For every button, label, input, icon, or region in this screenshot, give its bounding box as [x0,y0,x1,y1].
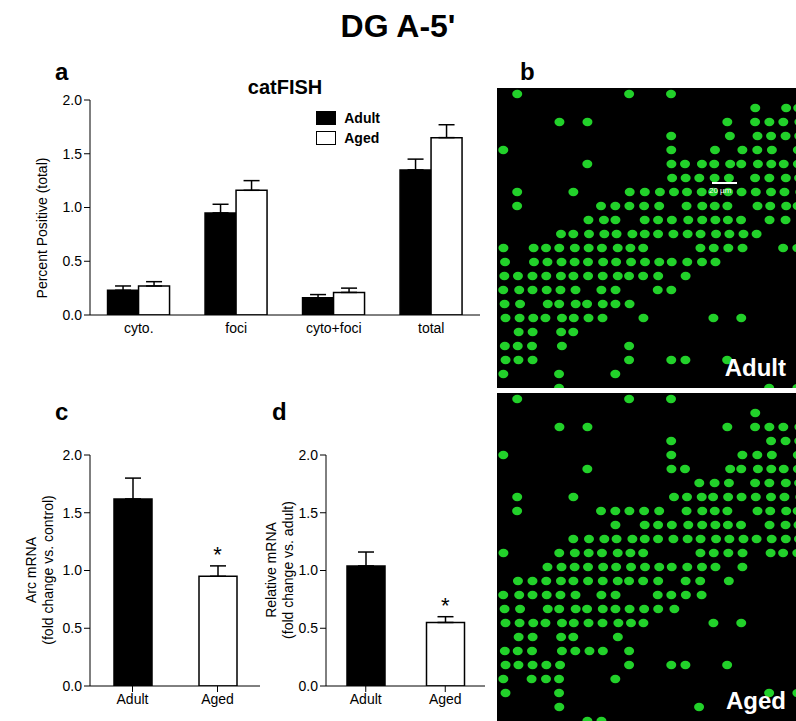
html-text:a: a [55,58,69,85]
html-text:Aged: Aged [344,130,380,146]
svg-text:Adult: Adult [117,691,149,707]
svg-text:1.0: 1.0 [63,562,83,578]
svg-text:Aged: Aged [201,691,234,707]
html-text:d: d [272,398,287,425]
svg-text:total: total [418,320,444,336]
svg-text:1.5: 1.5 [63,505,83,521]
svg-text:1.0: 1.0 [299,562,319,578]
svg-text:1.5: 1.5 [299,505,319,521]
svg-text:0.0: 0.0 [299,678,319,694]
svg-text:*: * [213,542,222,567]
html-text:(fold change vs. control): (fold change vs. control) [40,495,56,645]
svg-text:1.5: 1.5 [63,146,83,162]
svg-text:foci: foci [225,320,247,336]
html-text:(fold change vs. adult): (fold change vs. adult) [280,501,296,639]
html-text:Adult: Adult [724,354,786,381]
html-text:Adult: Adult [344,110,380,126]
svg-text:0.5: 0.5 [63,253,83,269]
svg-text:2.0: 2.0 [63,92,83,108]
svg-text:Aged: Aged [429,691,462,707]
html-text:DG A-5': DG A-5' [340,8,456,44]
svg-text:cyto.: cyto. [124,320,154,336]
svg-text:0.0: 0.0 [63,678,83,694]
svg-text:1.0: 1.0 [63,199,83,215]
svg-text:*: * [441,593,450,618]
svg-text:Adult: Adult [350,691,382,707]
html-text:Arc mRNA: Arc mRNA [23,536,39,604]
html-text:Relative mRNA: Relative mRNA [263,522,279,618]
svg-text:0.5: 0.5 [299,620,319,636]
html-text:catFISH: catFISH [247,76,323,98]
svg-text:2.0: 2.0 [299,447,319,463]
svg-text:cyto+foci: cyto+foci [306,320,362,336]
svg-text:0.5: 0.5 [63,620,83,636]
html-text:c: c [55,398,69,425]
html-text:20 µm: 20 µm [709,186,732,195]
svg-text:2.0: 2.0 [63,447,83,463]
svg-text:0.0: 0.0 [63,307,83,323]
html-text:b: b [520,58,535,85]
html-text:Percent Positive (total): Percent Positive (total) [33,157,50,299]
html-text:Aged: Aged [726,687,786,714]
